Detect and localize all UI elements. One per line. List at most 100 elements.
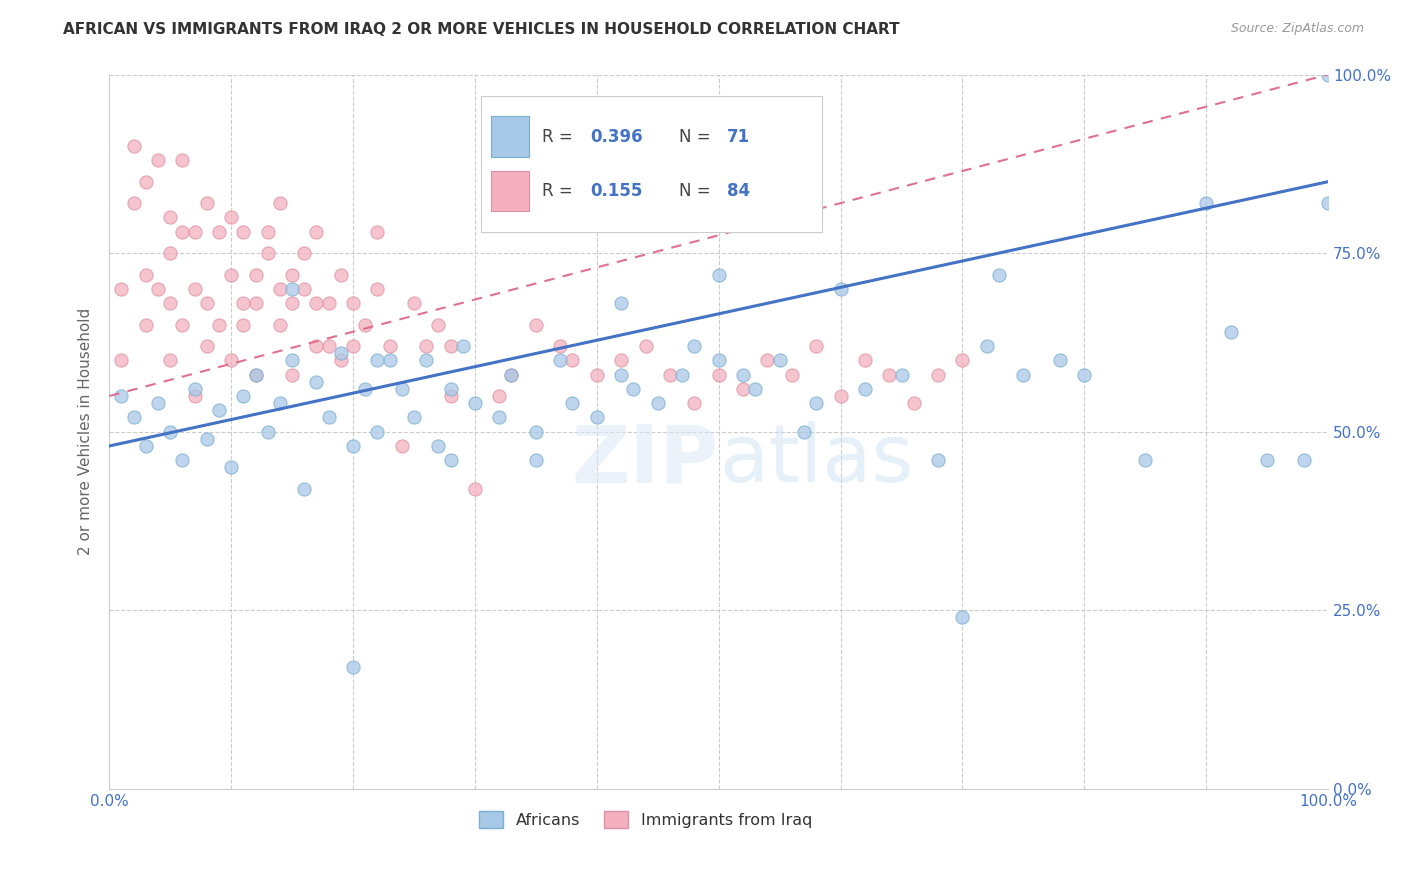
Point bbox=[1219, 325, 1241, 339]
Point bbox=[292, 282, 315, 296]
Point bbox=[245, 296, 267, 310]
Point bbox=[415, 353, 437, 368]
Point bbox=[292, 482, 315, 496]
Point bbox=[245, 268, 267, 282]
Point bbox=[354, 382, 377, 396]
Point bbox=[195, 432, 218, 446]
Point bbox=[378, 339, 401, 353]
Point bbox=[146, 153, 169, 168]
Point bbox=[110, 389, 132, 403]
Point bbox=[232, 318, 254, 332]
Point bbox=[561, 353, 583, 368]
Point bbox=[122, 410, 145, 425]
Point bbox=[439, 453, 461, 467]
Point bbox=[488, 410, 510, 425]
Point bbox=[135, 439, 157, 453]
Point bbox=[318, 296, 340, 310]
Point bbox=[1317, 68, 1340, 82]
Point bbox=[159, 425, 181, 439]
Point bbox=[269, 318, 291, 332]
Text: Source: ZipAtlas.com: Source: ZipAtlas.com bbox=[1230, 22, 1364, 36]
Point bbox=[610, 353, 633, 368]
Point bbox=[439, 339, 461, 353]
Point bbox=[548, 353, 571, 368]
Point bbox=[183, 282, 205, 296]
Point bbox=[671, 368, 693, 382]
Point bbox=[378, 353, 401, 368]
Point bbox=[146, 396, 169, 410]
Point bbox=[366, 282, 388, 296]
Point bbox=[110, 353, 132, 368]
Point bbox=[806, 396, 828, 410]
Point bbox=[219, 211, 242, 225]
Point bbox=[135, 175, 157, 189]
Point bbox=[172, 225, 194, 239]
Point bbox=[707, 268, 730, 282]
Point bbox=[342, 439, 364, 453]
Point bbox=[281, 282, 304, 296]
Point bbox=[464, 396, 486, 410]
Point bbox=[366, 425, 388, 439]
Point bbox=[329, 346, 352, 360]
Point bbox=[402, 410, 425, 425]
Point bbox=[1073, 368, 1095, 382]
Point bbox=[830, 282, 852, 296]
Point bbox=[439, 382, 461, 396]
Point bbox=[281, 353, 304, 368]
Point bbox=[524, 425, 547, 439]
Point bbox=[183, 225, 205, 239]
Point bbox=[208, 225, 231, 239]
Point bbox=[488, 389, 510, 403]
Point bbox=[1256, 453, 1278, 467]
Point bbox=[853, 353, 876, 368]
Point bbox=[427, 318, 450, 332]
Point bbox=[903, 396, 925, 410]
Point bbox=[245, 368, 267, 382]
Point bbox=[501, 368, 523, 382]
Point bbox=[1292, 453, 1315, 467]
Point bbox=[172, 453, 194, 467]
Point bbox=[195, 196, 218, 211]
Point bbox=[172, 153, 194, 168]
Point bbox=[415, 339, 437, 353]
Point bbox=[731, 382, 754, 396]
Point bbox=[707, 368, 730, 382]
Point bbox=[159, 211, 181, 225]
Point bbox=[329, 353, 352, 368]
Point bbox=[524, 453, 547, 467]
Y-axis label: 2 or more Vehicles in Household: 2 or more Vehicles in Household bbox=[79, 308, 93, 556]
Point bbox=[305, 375, 328, 389]
Point bbox=[464, 482, 486, 496]
Legend: Africans, Immigrants from Iraq: Africans, Immigrants from Iraq bbox=[472, 805, 818, 834]
Point bbox=[183, 389, 205, 403]
Text: ZIP: ZIP bbox=[571, 421, 718, 500]
Point bbox=[232, 389, 254, 403]
Point bbox=[793, 425, 815, 439]
Point bbox=[269, 196, 291, 211]
Point bbox=[329, 268, 352, 282]
Point bbox=[890, 368, 912, 382]
Point bbox=[391, 382, 413, 396]
Point bbox=[683, 339, 706, 353]
Point bbox=[245, 368, 267, 382]
Point bbox=[135, 318, 157, 332]
Point bbox=[366, 353, 388, 368]
Point bbox=[208, 318, 231, 332]
Point bbox=[219, 460, 242, 475]
Text: AFRICAN VS IMMIGRANTS FROM IRAQ 2 OR MORE VEHICLES IN HOUSEHOLD CORRELATION CHAR: AFRICAN VS IMMIGRANTS FROM IRAQ 2 OR MOR… bbox=[63, 22, 900, 37]
Point bbox=[634, 339, 657, 353]
Point bbox=[952, 610, 974, 624]
Point bbox=[281, 368, 304, 382]
Point bbox=[585, 410, 607, 425]
Point bbox=[159, 246, 181, 260]
Point bbox=[354, 318, 377, 332]
Point bbox=[195, 339, 218, 353]
Point bbox=[342, 296, 364, 310]
Point bbox=[342, 339, 364, 353]
Point bbox=[305, 339, 328, 353]
Point bbox=[451, 339, 474, 353]
Point bbox=[927, 368, 949, 382]
Text: atlas: atlas bbox=[718, 421, 912, 500]
Point bbox=[439, 389, 461, 403]
Point bbox=[122, 139, 145, 153]
